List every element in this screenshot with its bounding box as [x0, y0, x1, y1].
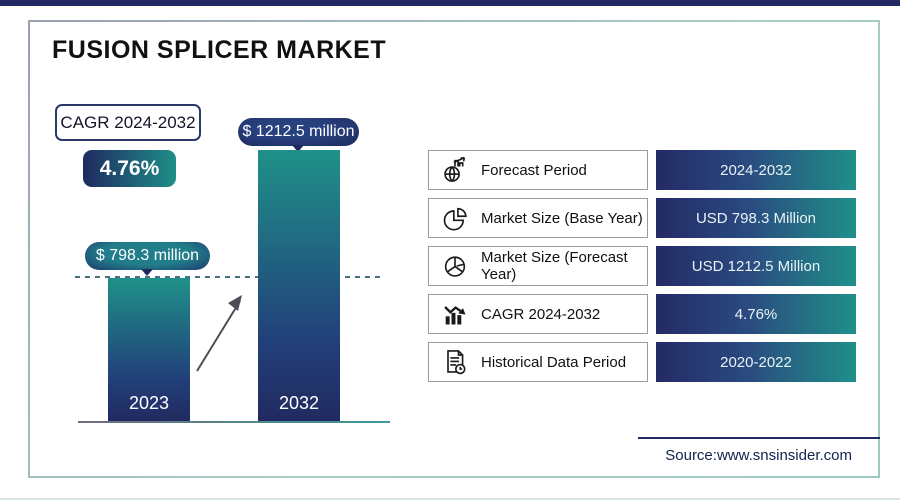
table-label-cell: Forecast Period	[428, 150, 648, 190]
chart-baseline-axis	[78, 421, 390, 423]
bar-value-text-2032: $ 1212.5 million	[242, 123, 355, 140]
table-row: Historical Data Period 2020-2022	[428, 342, 856, 382]
table-value-cell: USD 798.3 Million	[656, 198, 856, 238]
table-value: USD 798.3 Million	[695, 209, 817, 227]
table-value: 2020-2022	[720, 353, 792, 371]
table-row: CAGR 2024-2032 4.76%	[428, 294, 856, 334]
table-label-cell: Market Size (Base Year)	[428, 198, 648, 238]
table-value: 2024-2032	[720, 161, 792, 179]
table-value-cell: USD 1212.5 Million	[656, 246, 856, 286]
bar-value-label-2032: $ 1212.5 million	[238, 118, 359, 146]
bar-value-text-2023: $ 798.3 million	[95, 247, 200, 264]
dashed-reference-line	[75, 276, 385, 278]
growth-arrow-icon	[196, 295, 242, 372]
table-value-cell: 2024-2032	[656, 150, 856, 190]
bar-chart-arrow-icon	[441, 300, 469, 328]
bar-year-2023: 2023	[128, 393, 170, 413]
document-clock-icon	[441, 348, 469, 376]
table-row: Market Size (Forecast Year) USD 1212.5 M…	[428, 246, 856, 286]
globe-growth-icon	[441, 156, 469, 184]
market-summary-table: Forecast Period 2024-2032 Market Size (B…	[428, 150, 856, 382]
pill-pointer-2032	[292, 145, 304, 152]
cagr-period-box: CAGR 2024-2032	[55, 104, 201, 141]
cagr-period-label: CAGR 2024-2032	[60, 112, 196, 132]
bar-value-label-2023: $ 798.3 million	[85, 242, 210, 270]
pill-pointer-2023	[141, 269, 153, 276]
source-attribution: Source:www.snsinsider.com	[665, 447, 852, 464]
table-label: Market Size (Forecast Year)	[481, 249, 628, 283]
table-value: USD 1212.5 Million	[691, 257, 821, 275]
pie-chart-icon	[441, 204, 469, 232]
table-label-cell: Market Size (Forecast Year)	[428, 246, 648, 286]
bar-2032: 2032	[258, 150, 340, 421]
table-row: Market Size (Base Year) USD 798.3 Millio…	[428, 198, 856, 238]
table-label: CAGR 2024-2032	[481, 305, 601, 323]
bar-year-2032: 2032	[278, 393, 320, 413]
table-row: Forecast Period 2024-2032	[428, 150, 856, 190]
cagr-value-badge: 4.76%	[83, 150, 176, 187]
table-label: Forecast Period	[481, 161, 587, 179]
page-title: FUSION SPLICER MARKET	[52, 36, 387, 64]
table-label-cell: Historical Data Period	[428, 342, 648, 382]
table-label: Historical Data Period	[481, 353, 627, 371]
cagr-value: 4.76%	[99, 156, 160, 180]
top-accent-strip	[0, 0, 900, 6]
table-label-cell: CAGR 2024-2032	[428, 294, 648, 334]
bottom-accent-strip	[0, 498, 900, 500]
table-label: Market Size (Base Year)	[481, 209, 643, 227]
table-value: 4.76%	[734, 305, 778, 323]
pie-slices-icon	[441, 252, 469, 280]
bar-2023: 2023	[108, 278, 190, 421]
table-value-cell: 4.76%	[656, 294, 856, 334]
table-value-cell: 2020-2022	[656, 342, 856, 382]
source-divider-line	[638, 437, 880, 439]
